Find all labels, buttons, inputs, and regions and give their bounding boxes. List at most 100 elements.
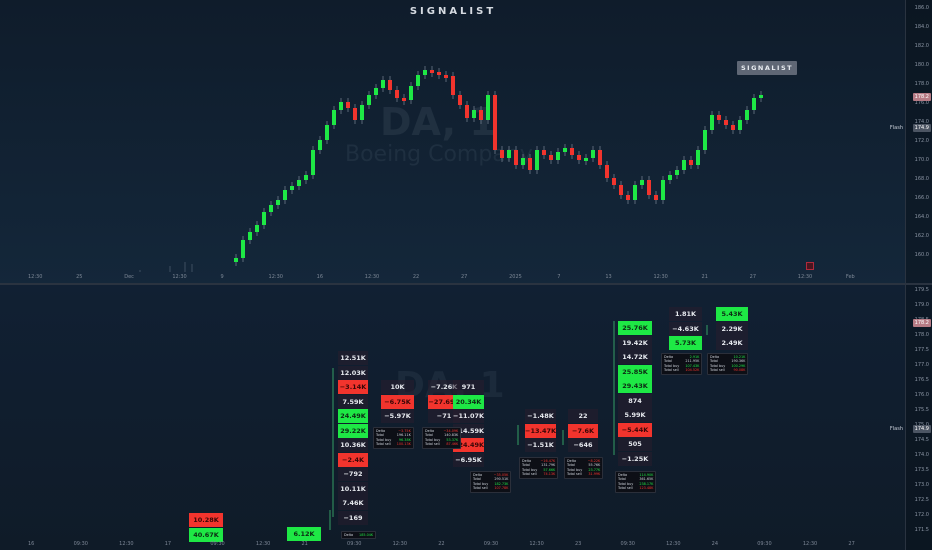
footprint-cell[interactable]: −2.4K: [338, 452, 368, 467]
time-tick: 09:30: [347, 541, 362, 547]
footprint-cell[interactable]: 1.81K: [669, 307, 702, 321]
footprint-cell[interactable]: −5.44K: [618, 422, 652, 437]
footprint-cell[interactable]: −4.63K: [669, 321, 702, 336]
footprint-cell[interactable]: −13.47K: [525, 423, 556, 438]
footprint-cell[interactable]: −1.48K: [525, 409, 556, 423]
stats-row: Delta 10.21K: [710, 355, 745, 359]
footprint-cell[interactable]: 10.11K: [338, 481, 368, 496]
price-axis-top[interactable]: 186.0 184.0 182.0 180.0 178.0 176.0 174.0 172.0…: [905, 0, 932, 284]
price-axis-bottom[interactable]: 179.5179.0178.5178.0177.5177.0176.5176.0…: [905, 285, 932, 550]
candle: [353, 108, 357, 120]
price-tick: 160.0: [914, 252, 929, 258]
time-tick: 12:30: [392, 541, 408, 547]
candle: [647, 180, 651, 195]
footprint-cell[interactable]: 22: [568, 409, 598, 423]
footprint-chart[interactable]: [0, 285, 906, 538]
stats-label: Total: [473, 477, 481, 482]
footprint-cell[interactable]: 505: [618, 437, 652, 451]
stats-label: Total: [664, 359, 672, 364]
candle: [325, 125, 329, 140]
footprint-cell[interactable]: −27.69K: [428, 394, 460, 409]
footprint-cell[interactable]: −1.51K: [525, 438, 556, 452]
price-tick: 172.0: [914, 512, 929, 518]
footprint-cell[interactable]: 25.85K: [618, 364, 652, 379]
price-tick: 174.0: [914, 119, 929, 125]
footprint-cell[interactable]: 5.99K: [618, 408, 652, 422]
footprint-chart-pane[interactable]: DA, 1 12.51K12.03K−3.14K7.59K24.49K29.22…: [0, 285, 932, 550]
footprint-cell[interactable]: 12.03K: [338, 365, 368, 380]
stats-label: Total: [618, 477, 626, 482]
footprint-cell[interactable]: 19.42K: [618, 335, 652, 350]
price-chart-pane[interactable]: SIGNALIST DA, 1 Boeing Company SIGNALIST…: [0, 0, 932, 284]
footprint-cell[interactable]: 874: [618, 393, 652, 408]
footprint-cell[interactable]: 40.67K: [189, 527, 223, 542]
footprint-cell[interactable]: −792: [338, 467, 368, 481]
footprint-cell[interactable]: 2.29K: [716, 321, 748, 336]
footprint-cell[interactable]: −7.6K: [568, 423, 598, 438]
candle: [542, 150, 546, 155]
event-marker-icon[interactable]: [806, 262, 814, 270]
stats-value: 182.73K: [494, 481, 509, 486]
footprint-cell[interactable]: 14.72K: [618, 350, 652, 364]
stats-label: Total: [710, 359, 718, 364]
candlestick-chart[interactable]: [0, 0, 906, 272]
candle: [234, 258, 238, 262]
time-tick: 27: [848, 541, 855, 547]
stats-row: Delta 2.91K: [664, 355, 699, 359]
candle: [283, 190, 287, 200]
candle: [563, 148, 567, 152]
stats-value: 361.65K: [639, 477, 654, 482]
candle: [640, 180, 644, 185]
footprint-cell[interactable]: −646: [568, 438, 598, 452]
time-axis-bottom[interactable]: 16 09:30 12:30 17 09:30 12:30 21 09:30 12:30 22 09…: [0, 539, 906, 550]
footprint-cell[interactable]: 10K: [381, 380, 414, 394]
stats-label: Total sell: [473, 486, 488, 491]
current-price-tag-bottom: 174.9: [912, 425, 931, 433]
cluster-stats-box: Delta −3.75K Total 196.11K Total buy 96.38K To…: [373, 427, 414, 449]
stats-row: Total buy 100.29K: [710, 364, 745, 368]
footprint-cell[interactable]: 29.22K: [338, 423, 368, 438]
footprint-cell[interactable]: 12.51K: [338, 351, 368, 365]
footprint-cell[interactable]: 7.59K: [338, 394, 368, 409]
footprint-cell[interactable]: −1.25K: [618, 451, 652, 466]
stats-row: Total 211.95K: [664, 359, 699, 363]
footprint-cell[interactable]: 5.73K: [669, 336, 702, 350]
candle: [430, 70, 434, 73]
footprint-cell[interactable]: 20.34K: [453, 394, 484, 409]
footprint-cell[interactable]: 5.43K: [716, 307, 748, 321]
candle: [416, 75, 420, 86]
time-axis-top[interactable]: 12:30 25 Dec 12:30 9 12:30 16 12:30 22 27 2025 7 13 1…: [0, 272, 906, 284]
candle: [619, 185, 623, 195]
cluster-stats-box: Delta −8.22K Total 55.76K Total buy 23.77K Tot…: [564, 457, 604, 479]
candle: [437, 72, 441, 75]
footprint-cell[interactable]: −6.75K: [381, 394, 414, 409]
candle: [745, 110, 749, 120]
stats-row: Total 361.65K: [618, 477, 653, 481]
time-tick: 12:30: [666, 541, 681, 547]
footprint-cell[interactable]: 29.43K: [618, 379, 652, 393]
footprint-cell[interactable]: 10.36K: [338, 438, 368, 452]
footprint-cell[interactable]: 971: [453, 380, 484, 394]
footprint-cell[interactable]: 6.12K: [287, 527, 321, 541]
footprint-cell[interactable]: 2.49K: [716, 336, 748, 350]
cluster-stats-box: Delta 2.91K Total 211.95K Total buy 107.43K To…: [661, 353, 703, 375]
candle: [486, 95, 490, 120]
pane-divider[interactable]: [0, 283, 932, 285]
stats-row: Total 196.11K: [376, 433, 411, 437]
footprint-cell[interactable]: −71: [428, 409, 460, 423]
stats-label: Total buy: [376, 437, 392, 442]
footprint-cell[interactable]: 24.49K: [338, 409, 368, 423]
footprint-cell[interactable]: 25.76K: [618, 321, 652, 335]
signal-badge[interactable]: SIGNALIST: [737, 61, 798, 75]
stats-value: 74.13K: [543, 472, 556, 477]
footprint-cell[interactable]: −6.95K: [453, 452, 484, 467]
footprint-cell[interactable]: 7.46K: [338, 496, 368, 510]
footprint-cell[interactable]: −5.97K: [381, 409, 414, 423]
stats-row: Total buy 23.77K: [567, 468, 600, 472]
footprint-cell[interactable]: −7.26K: [428, 380, 460, 394]
footprint-cell[interactable]: −3.14K: [338, 380, 368, 394]
footprint-cell[interactable]: −11.07K: [453, 409, 484, 423]
footprint-cell[interactable]: −169: [338, 510, 368, 525]
time-tick: 12:30: [797, 274, 813, 280]
footprint-cell[interactable]: 10.28K: [189, 513, 223, 527]
